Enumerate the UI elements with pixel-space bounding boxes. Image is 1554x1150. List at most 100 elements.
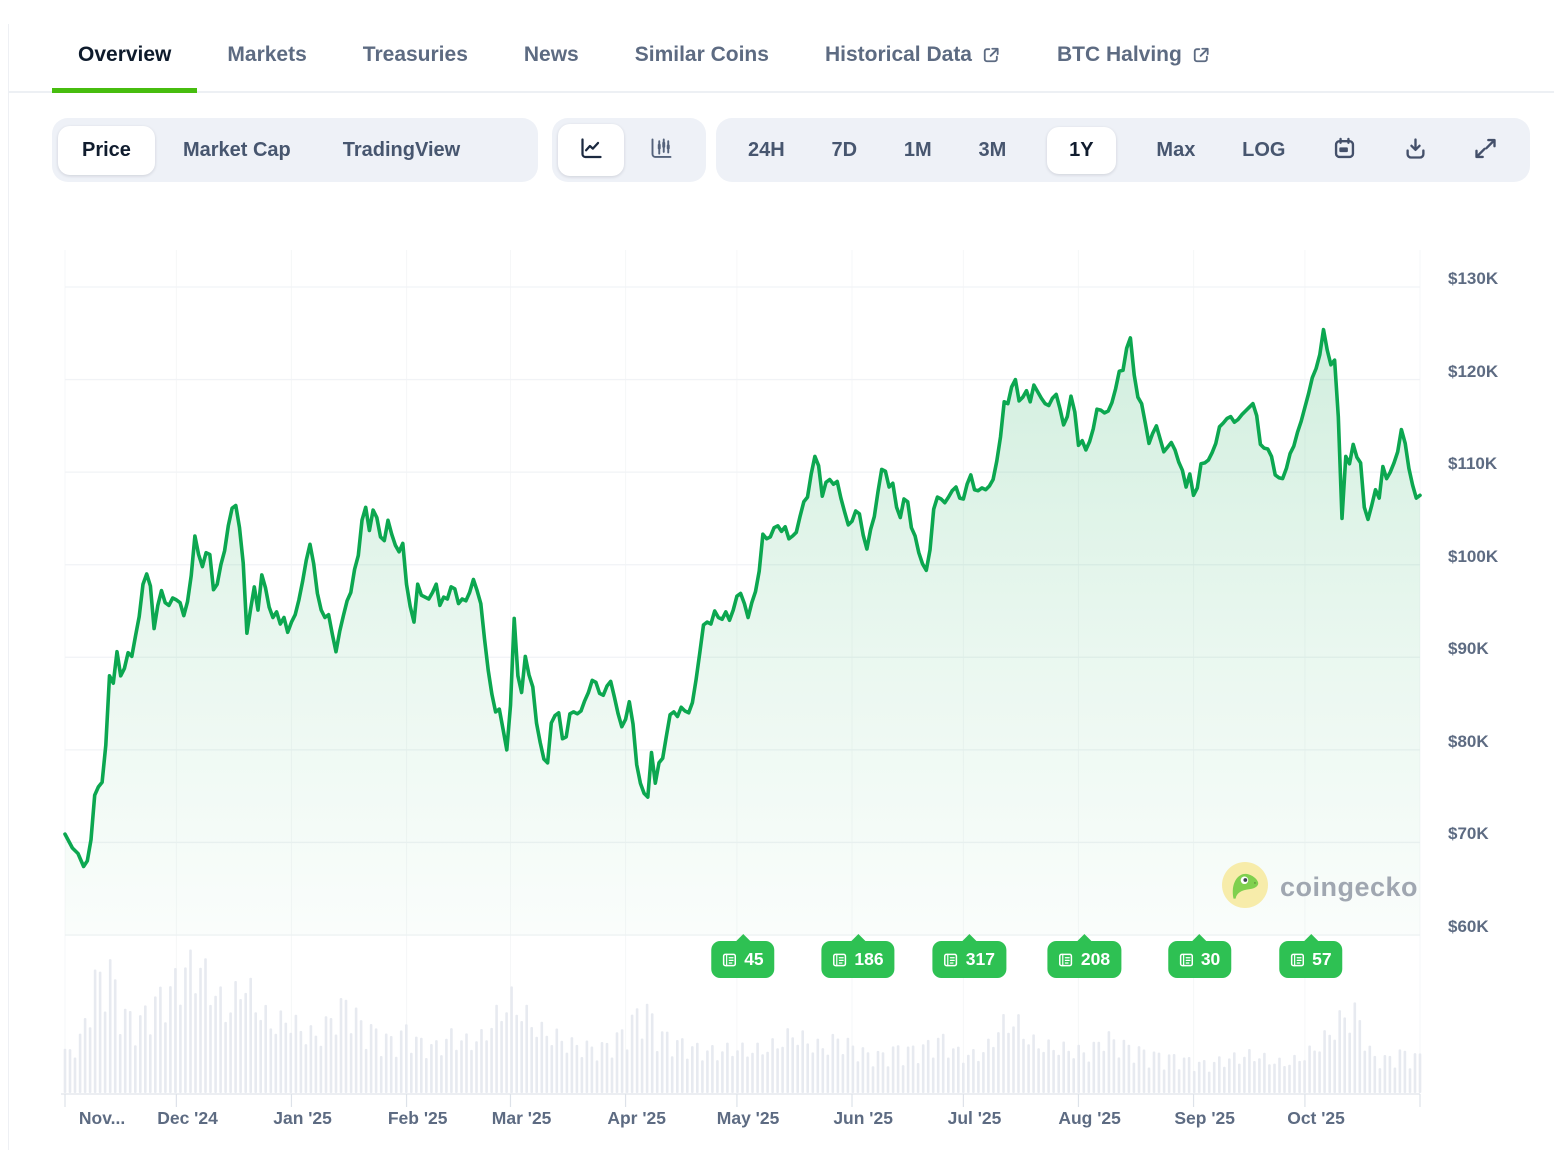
volume-bar <box>219 986 222 1093</box>
volume-bar <box>1197 1061 1201 1093</box>
volume-bar <box>972 1049 975 1093</box>
volume-bar <box>1323 1030 1326 1093</box>
volume-bar <box>460 1040 463 1093</box>
volume-bar <box>294 1014 298 1093</box>
line-chart-icon <box>578 135 605 165</box>
tab-similar-coins[interactable]: Similar Coins <box>635 43 769 67</box>
volume-bar <box>906 1046 910 1093</box>
volume-bar <box>1162 1069 1166 1093</box>
volume-bar <box>590 1046 594 1093</box>
volume-bar <box>440 1055 443 1093</box>
volume-bar <box>851 1045 855 1093</box>
volume-bar <box>600 1042 604 1093</box>
range-log-button[interactable]: LOG <box>1236 127 1291 174</box>
volume-bar <box>560 1040 564 1093</box>
volume-bar <box>1147 1067 1151 1093</box>
volume-bar <box>344 999 348 1093</box>
price-tab[interactable]: Price <box>58 125 155 175</box>
news-count-badge[interactable]: 57 <box>1279 941 1343 978</box>
volume-bar <box>952 1048 955 1093</box>
market-cap-tab[interactable]: Market Cap <box>159 126 315 175</box>
tab-overview[interactable]: Overview <box>51 43 198 93</box>
volume-bar <box>1403 1050 1407 1093</box>
volume-bar <box>947 1057 950 1093</box>
news-count-badge[interactable]: 186 <box>821 941 895 978</box>
volume-bar <box>1363 1050 1367 1093</box>
tab-btc-halving[interactable]: BTC Halving <box>1057 43 1211 67</box>
volume-bar <box>580 1057 584 1093</box>
volume-bar <box>289 1032 293 1093</box>
volume-bar <box>410 1052 413 1093</box>
volume-bar <box>836 1038 840 1093</box>
volume-bar <box>1368 1045 1372 1093</box>
volume-bar <box>314 1035 318 1093</box>
volume-bar <box>299 1030 303 1093</box>
fullscreen-button[interactable] <box>1468 132 1504 168</box>
volume-bar <box>73 1057 77 1093</box>
volume-bar <box>1152 1051 1156 1093</box>
volume-bar <box>1293 1054 1296 1093</box>
volume-bar <box>871 1066 875 1093</box>
volume-bar <box>681 1038 684 1093</box>
tab-news[interactable]: News <box>524 43 579 67</box>
tab-historical-data[interactable]: Historical Data <box>825 43 1001 67</box>
volume-bar <box>1007 1032 1010 1093</box>
volume-bar <box>1072 1058 1075 1093</box>
news-count-badge[interactable]: 30 <box>1167 941 1232 978</box>
x-axis-label: Nov... <box>78 1108 126 1128</box>
news-count: 45 <box>744 949 764 969</box>
chart-controls: Price Market Cap TradingView <box>52 118 1530 182</box>
volume-bar <box>389 1036 393 1093</box>
volume-bar <box>184 967 187 1093</box>
volume-bar <box>982 1052 985 1093</box>
volume-bar <box>1102 1050 1106 1093</box>
volume-bar <box>1308 1045 1311 1093</box>
volume-bar <box>766 1051 769 1093</box>
volume-bar <box>1383 1055 1387 1093</box>
volume-bar <box>575 1044 579 1093</box>
volume-bar <box>856 1061 860 1093</box>
tab-markets[interactable]: Markets <box>227 43 306 67</box>
volume-bar <box>891 1046 895 1093</box>
tradingview-tab[interactable]: TradingView <box>319 126 484 175</box>
volume-bar <box>962 1062 965 1093</box>
x-axis-label: Jul '25 <box>947 1108 1002 1128</box>
candlestick-chart-button[interactable] <box>628 124 694 176</box>
volume-bar <box>761 1054 764 1093</box>
news-count-badge[interactable]: 45 <box>711 941 775 978</box>
volume-bar <box>1027 1044 1030 1093</box>
range-3m-button[interactable]: 3M <box>973 127 1013 174</box>
volume-bar <box>926 1039 930 1093</box>
volume-bar <box>706 1050 709 1093</box>
calendar-button[interactable] <box>1326 132 1362 168</box>
news-count: 208 <box>1080 949 1111 969</box>
volume-bar <box>284 1022 288 1093</box>
volume-bar <box>435 1040 438 1093</box>
range-1y-button[interactable]: 1Y <box>1047 126 1116 174</box>
volume-bar <box>134 1045 137 1093</box>
tab-treasuries[interactable]: Treasuries <box>363 43 468 67</box>
volume-bar <box>1182 1057 1186 1093</box>
volume-bar <box>1067 1050 1070 1093</box>
volume-bar <box>816 1038 820 1093</box>
volume-bar <box>1273 1063 1276 1093</box>
range-1m-button[interactable]: 1M <box>898 127 938 174</box>
news-count-badge[interactable]: 208 <box>1047 941 1122 978</box>
range-24h-button[interactable]: 24H <box>742 127 791 174</box>
volume-bar <box>796 1044 799 1093</box>
range-max-button[interactable]: Max <box>1150 127 1201 174</box>
volume-bar <box>570 1037 574 1093</box>
range-7d-button[interactable]: 7D <box>826 127 864 174</box>
line-chart-button[interactable] <box>558 124 624 176</box>
news-count-badge[interactable]: 317 <box>932 941 1006 978</box>
volume-bar <box>465 1033 468 1093</box>
volume-bar <box>103 1011 107 1093</box>
tab-label: BTC Halving <box>1057 43 1182 66</box>
volume-bar <box>470 1049 473 1093</box>
volume-bar <box>550 1045 554 1093</box>
volume-bar <box>691 1046 694 1093</box>
download-button[interactable] <box>1397 132 1433 168</box>
